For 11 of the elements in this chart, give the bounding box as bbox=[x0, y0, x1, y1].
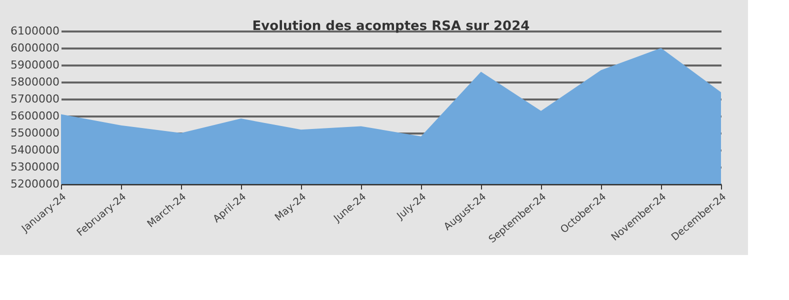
y-tick-label: 5200000 bbox=[10, 178, 60, 190]
chart-title: Evolution des acomptes RSA sur 2024 bbox=[252, 19, 530, 34]
y-tick-label: 5600000 bbox=[10, 110, 60, 122]
y-tick-label: 5700000 bbox=[10, 92, 60, 106]
y-tick-label: 5800000 bbox=[10, 76, 60, 88]
y-tick-label: 5500000 bbox=[10, 126, 60, 140]
y-tick-label: 6000000 bbox=[10, 42, 60, 54]
y-tick-label: 5400000 bbox=[10, 144, 60, 156]
y-tick-label: 5300000 bbox=[10, 160, 60, 174]
y-tick-label: 5900000 bbox=[10, 58, 60, 72]
y-tick-label: 6100000 bbox=[10, 24, 60, 38]
